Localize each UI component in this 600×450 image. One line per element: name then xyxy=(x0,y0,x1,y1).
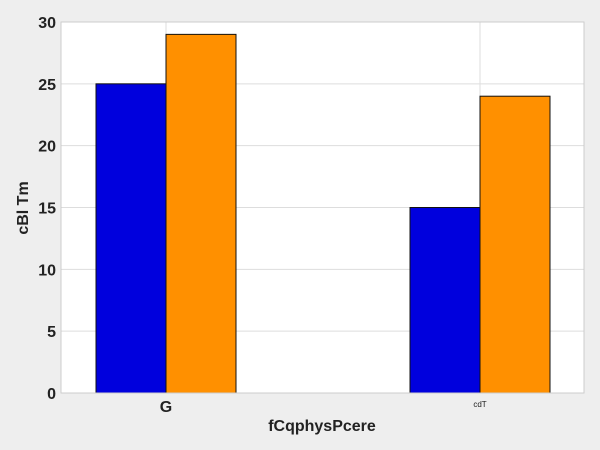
bar-series1-cdT xyxy=(479,95,551,394)
y-axis-title: cBl Tm xyxy=(15,181,32,234)
bar-series0-G xyxy=(95,83,167,394)
y-tick-label-5: 25 xyxy=(38,77,56,94)
bar-series1-G xyxy=(165,33,237,394)
y-tick-label-4: 20 xyxy=(38,139,56,156)
x-tick-label-1: cdT xyxy=(473,400,486,409)
x-tick-label-0: G xyxy=(160,399,172,416)
bar-series0-cdT xyxy=(409,207,481,394)
y-axis-ticks: 0 5 10 15 20 25 30 xyxy=(38,15,56,403)
y-tick-label-3: 15 xyxy=(38,201,56,218)
plot-frame xyxy=(60,21,585,394)
y-tick-label-0: 0 xyxy=(47,386,56,403)
y-tick-label-2: 10 xyxy=(38,262,56,279)
bars xyxy=(60,21,585,394)
y-tick-label-1: 5 xyxy=(47,324,56,341)
y-tick-label-6: 30 xyxy=(38,15,56,32)
x-axis-title: fCqphysPcere xyxy=(268,418,376,435)
